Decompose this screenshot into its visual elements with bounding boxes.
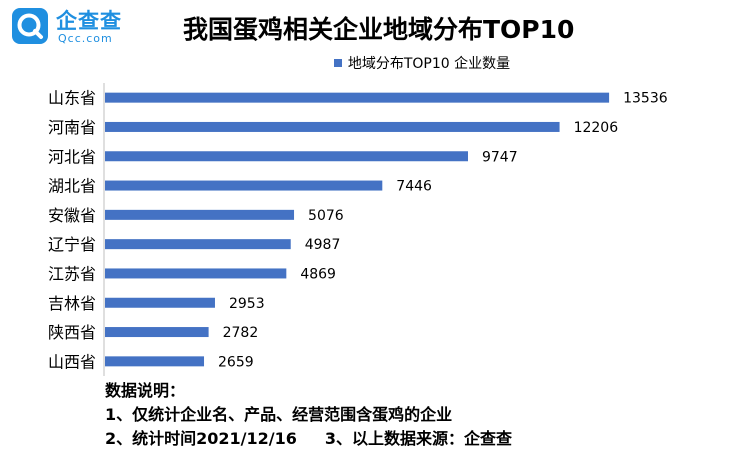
notes-line-1: 1、仅统计企业名、产品、经营范围含蛋鸡的企业 [105,405,453,424]
category-label: 辽宁省 [48,235,96,254]
legend-swatch [333,59,342,67]
category-label: 河北省 [48,147,96,166]
notes-line-2: 2、统计时间2021/12/16 3、以上数据来源：企查查 [105,427,512,451]
data-label: 7446 [396,179,432,195]
qcc-logo-icon [12,8,48,44]
bar [105,268,287,279]
chart-title: 我国蛋鸡相关企业地域分布TOP10 [183,15,575,44]
category-label: 山东省 [48,89,96,108]
bar [105,239,291,250]
data-label: 4987 [305,237,341,253]
data-label: 13536 [623,91,668,107]
bar [105,297,215,308]
data-label: 4869 [300,266,336,282]
brand-name-en: Qcc.com [58,32,113,45]
data-label: 2782 [223,325,259,341]
bar [105,92,610,103]
brand-name-cn: 企查查 [56,9,122,33]
legend-label: 地域分布TOP10 企业数量 [347,56,511,72]
data-label: 9747 [482,149,518,165]
category-label: 河南省 [48,118,96,137]
bar [105,180,383,191]
data-label: 2659 [218,354,254,370]
category-label: 湖北省 [48,177,96,196]
category-label: 江苏省 [48,264,96,283]
data-label: 2953 [229,296,265,312]
category-label: 山西省 [48,352,96,371]
chart-legend: 地域分布TOP10 企业数量 [0,53,756,73]
category-label: 安徽省 [48,206,96,225]
bar [105,327,209,338]
data-notes: 数据说明： 1、仅统计企业名、产品、经营范围含蛋鸡的企业 2、统计时间2021/… [105,379,512,451]
notes-line-2b: 3、以上数据来源：企查查 [324,429,513,448]
notes-line-2a: 2、统计时间2021/12/16 [105,429,297,448]
data-label: 5076 [308,208,344,224]
bar [105,356,205,367]
brand-logo: 企查查 Qcc.com [12,6,162,50]
category-label: 吉林省 [48,294,96,313]
category-label: 陕西省 [48,323,96,342]
notes-heading: 数据说明： [105,381,186,400]
data-label: 12206 [574,120,619,136]
bar [105,209,295,220]
bar [105,151,468,162]
bar [105,121,560,132]
